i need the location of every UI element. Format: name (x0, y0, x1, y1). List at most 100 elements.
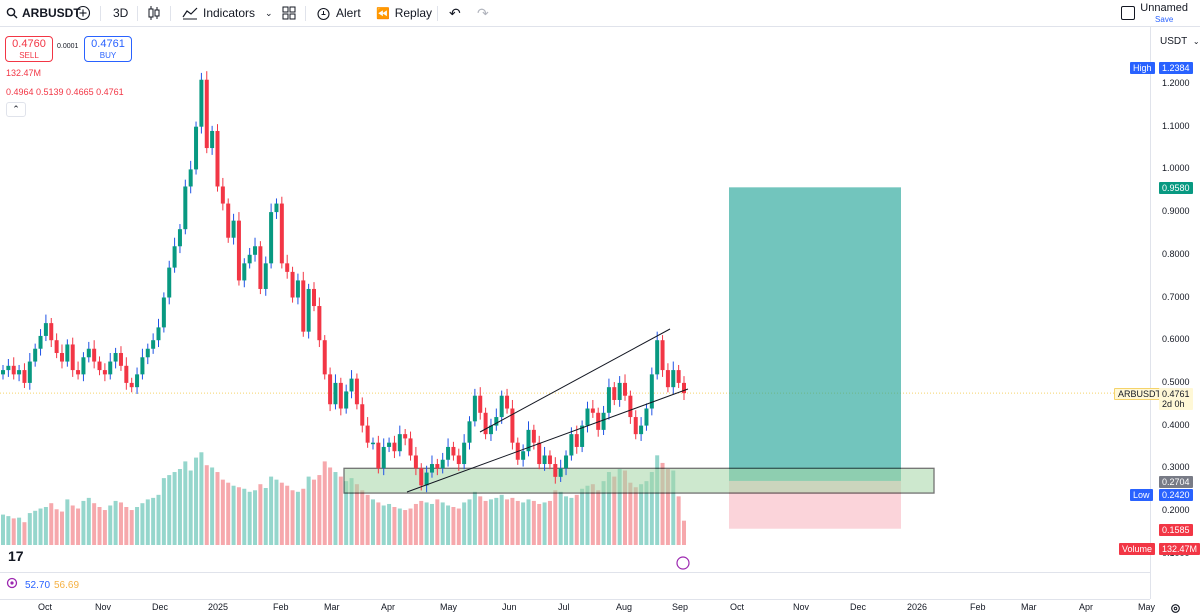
interval-button[interactable]: 3D (113, 0, 128, 26)
candle-body (306, 288, 311, 332)
volume-bar (456, 508, 461, 545)
volume-bar (435, 499, 440, 545)
indicators-label: Indicators (203, 6, 256, 20)
volume-bar (226, 482, 231, 545)
volume-legend: 132.47M (6, 68, 42, 78)
price-chart[interactable]: 17 (0, 27, 1150, 571)
layouts-button[interactable] (282, 0, 296, 26)
candle-body (333, 382, 338, 405)
candle-body (413, 455, 418, 469)
candle-body (365, 425, 370, 443)
candle-body (43, 323, 48, 336)
time-tick-label: Dec (152, 602, 169, 612)
candle-body (49, 323, 54, 341)
candle-body (446, 446, 451, 460)
candle-body (370, 442, 375, 445)
candle-body (129, 382, 134, 388)
undo-icon: ↶ (449, 4, 461, 21)
volume-bar (419, 500, 424, 545)
candle-body (108, 361, 113, 375)
volume-bar (660, 462, 665, 545)
buy-button[interactable]: 0.4761 BUY (84, 36, 132, 62)
gear-icon[interactable] (1170, 603, 1181, 614)
candle-body (623, 382, 628, 396)
layout-checkbox[interactable] (1121, 0, 1135, 26)
candle-body (17, 370, 22, 375)
price-tick-label: 1.2000 (1162, 78, 1190, 88)
entry-price-tag: 0.2704 (1159, 476, 1193, 488)
volume-bar (655, 455, 660, 545)
candle-body (478, 395, 483, 413)
sell-button[interactable]: 0.4760 SELL (5, 36, 53, 62)
candle-body (70, 344, 75, 371)
volume-value-tag: 132.47M (1159, 543, 1200, 555)
ohlc-legend: 0.4964 0.5139 0.4665 0.4761 (6, 87, 124, 97)
volume-bar (403, 510, 408, 545)
volume-bar (682, 520, 686, 545)
symbol-search[interactable]: ARBUSDT (6, 0, 81, 26)
indicator-settings-icon[interactable] (6, 577, 18, 589)
volume-bar (558, 491, 563, 545)
volume-bar (70, 505, 75, 545)
volume-bar (467, 499, 472, 545)
volume-bar (301, 488, 306, 545)
price-tick-label: 1.0000 (1162, 163, 1190, 174)
candle-body (236, 220, 241, 281)
volume-bar (199, 452, 204, 545)
volume-bar (344, 481, 349, 545)
candle-body (462, 442, 467, 465)
candle-body (86, 348, 91, 358)
indicator-pane[interactable] (0, 572, 1150, 599)
layout-save[interactable]: Unnamed Save (1140, 3, 1188, 25)
candle-body (403, 434, 408, 439)
symbol-price-tag: ARBUSDT (1114, 388, 1166, 400)
candle-body (360, 404, 365, 426)
candle-body (456, 455, 461, 465)
save-link[interactable]: Save (1155, 15, 1174, 24)
replay-button[interactable]: ⏪ Replay (376, 0, 432, 26)
volume-bar (446, 505, 451, 545)
volume-bar (338, 476, 343, 545)
candle-body (279, 203, 284, 264)
candle-body (585, 408, 590, 426)
price-tick-label: 0.4000 (1162, 419, 1190, 430)
time-axis[interactable] (0, 599, 1150, 615)
collapse-legend-button[interactable]: ⌃ (6, 102, 26, 117)
chart-type-button[interactable] (147, 0, 161, 26)
volume-bar (156, 494, 161, 545)
redo-button[interactable]: ↷ (477, 0, 489, 26)
price-axis[interactable] (1150, 27, 1200, 599)
candle-body (644, 408, 649, 426)
alarm-clock-icon (317, 7, 330, 20)
volume-bar (596, 490, 601, 545)
candle-body (135, 374, 140, 388)
volume-tag: Volume (1119, 543, 1156, 555)
candle-body (344, 391, 349, 409)
volume-bar (649, 472, 654, 545)
volume-bar (628, 482, 633, 545)
volume-bar (553, 490, 558, 545)
price-tick-label: 0.7000 (1162, 291, 1190, 302)
candle-body (682, 382, 686, 394)
volume-bar (381, 505, 386, 545)
volume-bar (49, 503, 54, 545)
currency-selector[interactable]: USDT ⌄ (1160, 36, 1200, 47)
indicators-button[interactable]: Indicators ⌄ (182, 0, 273, 26)
time-tick-label: Nov (793, 602, 810, 612)
candle-body (177, 229, 182, 247)
alert-button[interactable]: Alert (316, 0, 361, 26)
volume-bar (317, 475, 322, 545)
volume-bar (81, 500, 86, 545)
volume-bar (27, 513, 32, 545)
candle-body (113, 353, 118, 362)
channel-lower-line (406, 388, 689, 493)
candle-body (258, 246, 263, 289)
chevron-down-icon: ⌄ (1192, 37, 1200, 46)
compare-symbol-button[interactable] (75, 0, 91, 26)
time-tick-label: May (440, 602, 458, 612)
bar-countdown: 2d 0h (1162, 399, 1185, 409)
undo-button[interactable]: ↶ (449, 0, 461, 26)
volume-bar (665, 469, 670, 545)
time-tick-label: Apr (381, 602, 396, 612)
volume-bar (97, 507, 102, 545)
